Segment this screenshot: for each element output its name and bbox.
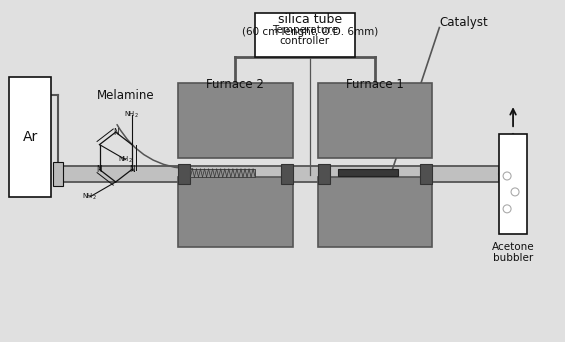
Bar	[190, 169, 255, 177]
Text: NH$_2$: NH$_2$	[82, 192, 97, 202]
Text: NH$_2$: NH$_2$	[118, 155, 133, 165]
Bar	[179, 164, 190, 184]
Text: N: N	[97, 165, 102, 174]
Text: Furnace 1: Furnace 1	[346, 78, 403, 91]
Bar	[179, 83, 293, 158]
Bar	[420, 164, 432, 184]
Bar	[255, 13, 355, 57]
Bar	[9, 77, 51, 197]
Text: N: N	[129, 165, 134, 174]
Bar	[318, 83, 432, 158]
Bar	[56, 166, 499, 182]
Bar	[499, 134, 527, 234]
Text: NH$_2$: NH$_2$	[124, 110, 140, 120]
Bar	[318, 164, 330, 184]
Text: Furnace 2: Furnace 2	[206, 78, 264, 91]
Bar	[53, 162, 63, 186]
Text: silica tube: silica tube	[278, 13, 342, 26]
Text: Temperature
controller: Temperature controller	[272, 25, 338, 47]
Text: Melamine: Melamine	[97, 89, 154, 102]
Text: Acetone
bubbler: Acetone bubbler	[492, 242, 534, 263]
Bar	[179, 177, 293, 247]
Bar	[281, 164, 293, 184]
Text: (60 cm lenght, O.D. 6mm): (60 cm lenght, O.D. 6mm)	[242, 27, 378, 37]
Text: Ar: Ar	[23, 130, 38, 144]
Text: Catalyst: Catalyst	[440, 16, 488, 29]
Text: N: N	[113, 128, 119, 137]
Bar	[338, 169, 398, 176]
Bar	[318, 177, 432, 247]
